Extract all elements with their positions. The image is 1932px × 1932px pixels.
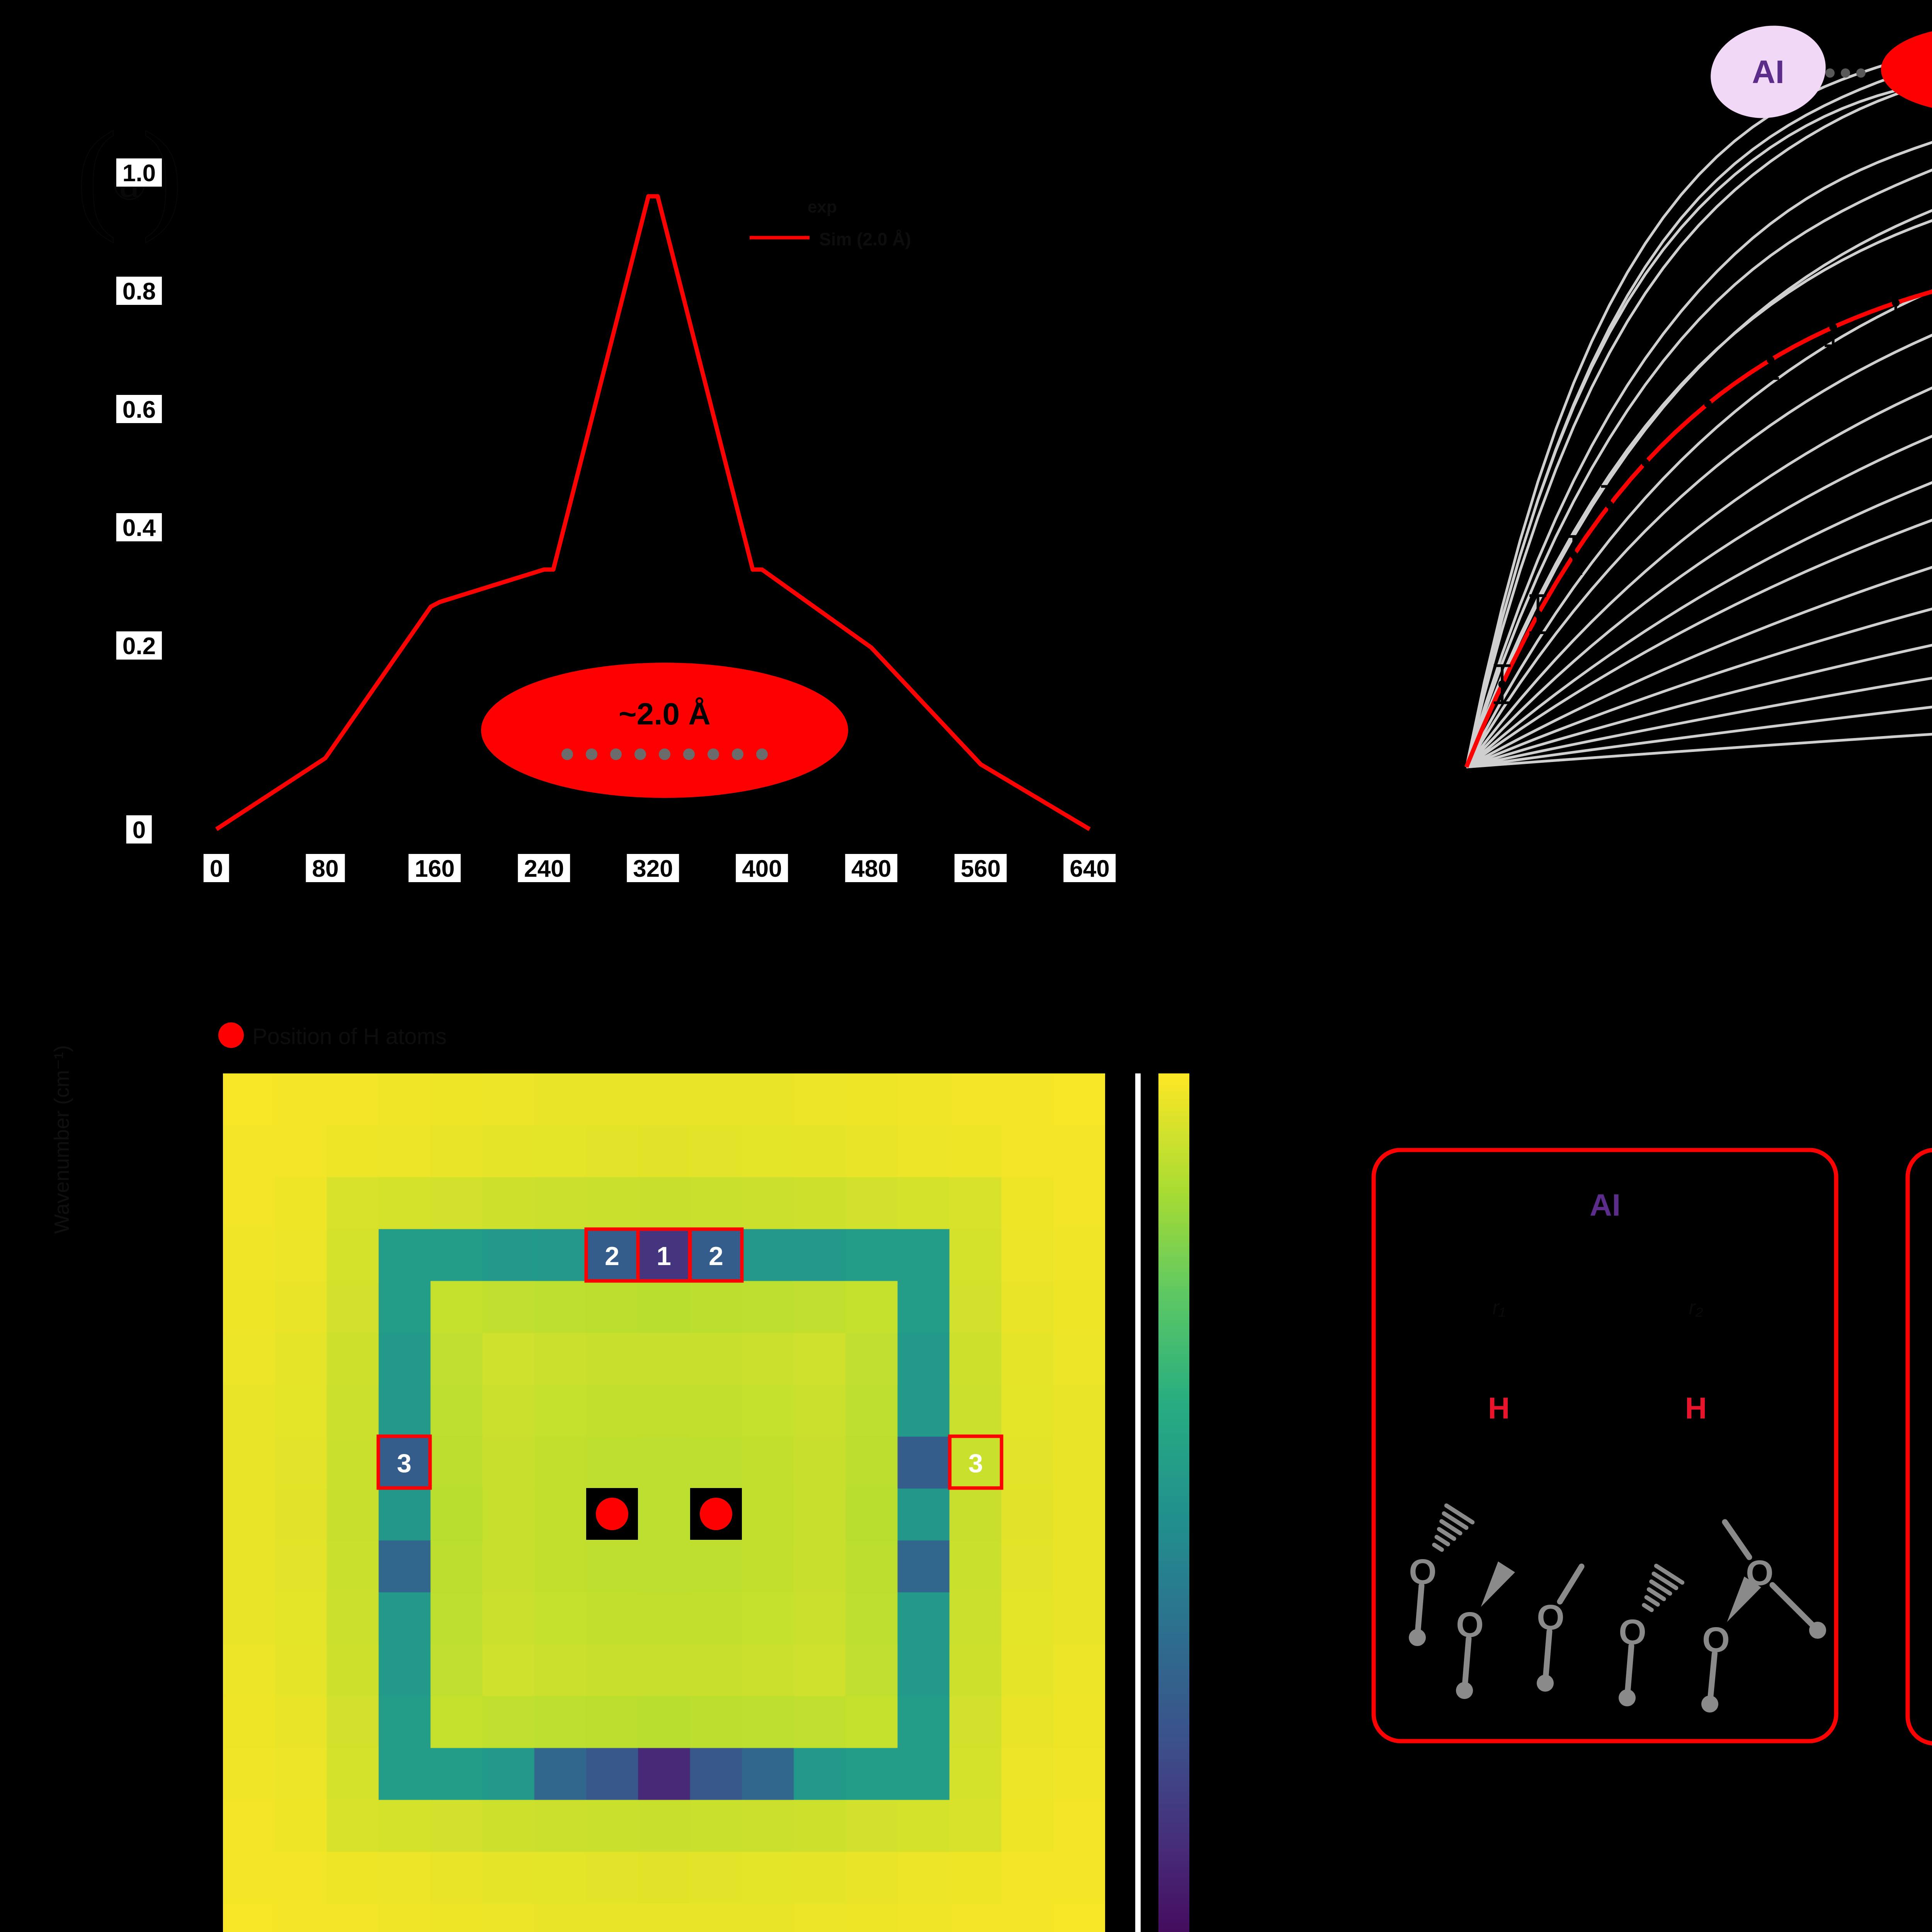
svg-text:r₂: r₂ <box>1689 1296 1703 1319</box>
svg-text:O: O <box>1619 1612 1646 1652</box>
svg-text:O: O <box>1537 1598 1565 1637</box>
svg-text:2: 2 <box>709 1242 723 1271</box>
svg-text:1: 1 <box>656 1242 671 1271</box>
svg-text:AI: AI <box>1590 1188 1621 1222</box>
svg-text:r₁: r₁ <box>1492 1296 1505 1319</box>
svg-text:Wavenumber (cm⁻¹): Wavenumber (cm⁻¹) <box>50 1045 73 1234</box>
svg-text:O: O <box>1746 1553 1774 1593</box>
svg-text:3: 3 <box>397 1449 412 1478</box>
svg-text:Position of H atoms: Position of H atoms <box>252 1024 447 1049</box>
svg-text:exp: exp <box>808 197 837 216</box>
svg-text:Sim (2.0 Å): Sim (2.0 Å) <box>819 229 911 249</box>
svg-text:2: 2 <box>605 1242 619 1271</box>
svg-text:AI: AI <box>1752 54 1784 90</box>
svg-text:(: ( <box>76 107 117 243</box>
svg-text:O: O <box>1702 1620 1730 1660</box>
svg-text:O: O <box>1409 1552 1437 1592</box>
svg-text:~2.0 Å: ~2.0 Å <box>619 697 711 731</box>
svg-text:O: O <box>1456 1605 1484 1645</box>
svg-text:H: H <box>1685 1391 1707 1425</box>
svg-text:H: H <box>1488 1391 1510 1425</box>
svg-text:3: 3 <box>968 1449 983 1478</box>
